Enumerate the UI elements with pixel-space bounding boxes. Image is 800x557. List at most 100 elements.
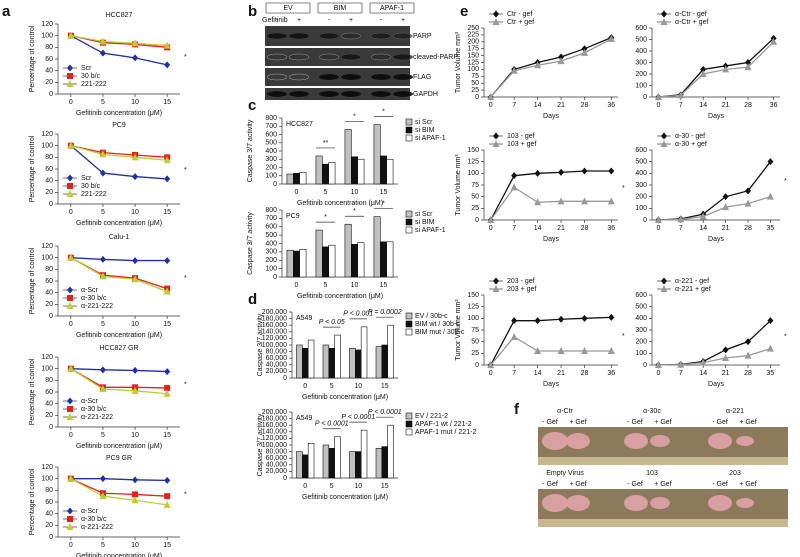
y-tick-label: 60 <box>45 499 53 506</box>
y-axis-label: Percentage of control <box>29 358 36 425</box>
x-tick-label: 28 <box>581 102 589 109</box>
marker <box>492 18 500 25</box>
marker <box>770 37 778 45</box>
y-tick-label: 0 <box>475 94 479 101</box>
x-tick-label: 15 <box>381 483 389 490</box>
marker <box>654 93 662 100</box>
tumor <box>624 433 648 449</box>
bar <box>322 344 330 379</box>
blot-row-label: cleaved-PARP <box>413 54 458 61</box>
marker <box>66 413 74 420</box>
marker <box>163 156 171 164</box>
marker <box>164 175 171 183</box>
y-tick-label: 600 <box>635 292 647 299</box>
line <box>70 35 168 66</box>
x-axis-label: Days <box>708 381 724 388</box>
x-tick-label: 36 <box>607 102 615 109</box>
line <box>658 320 771 366</box>
marker <box>67 474 75 482</box>
x-axis-label: Gefitinib concentration (μM) <box>302 494 388 501</box>
marker <box>99 169 106 177</box>
y-tick-label: 300 <box>635 59 647 66</box>
annotation: P < 0.001 <box>343 311 373 318</box>
chart-title: HCC827 <box>286 121 313 128</box>
treatment-label: - Gef <box>542 481 558 488</box>
x-tick-label: 15 <box>163 99 171 106</box>
marker <box>487 216 495 223</box>
bar <box>355 349 362 379</box>
annotation: * <box>353 208 356 215</box>
x-tick-label: 15 <box>380 189 388 196</box>
y-axis-label: Percentage of control <box>29 247 36 314</box>
legend-label: Scr <box>81 175 92 182</box>
annotation: * <box>622 185 625 192</box>
y-tick-label: 600 <box>265 224 277 231</box>
x-tick-label: 7 <box>512 225 516 232</box>
marker <box>744 351 752 359</box>
y-tick-label: 40 <box>45 511 53 518</box>
x-tick-label: 5 <box>101 542 105 549</box>
legend-label: BIM wt / 30b-c <box>415 321 460 328</box>
band <box>318 32 340 40</box>
y-tick-label: 60 <box>45 278 53 285</box>
panel-label: a <box>2 3 11 20</box>
x-tick-label: 5 <box>330 483 334 490</box>
marker <box>67 183 73 189</box>
legend-label: 103 + gef <box>507 141 536 148</box>
treatment-label: + Gef <box>654 419 671 426</box>
marker <box>766 344 774 352</box>
marker <box>745 187 751 195</box>
band <box>370 53 392 61</box>
x-tick-label: 0 <box>303 483 307 490</box>
line <box>70 145 168 180</box>
x-tick-label: 7 <box>512 370 516 377</box>
lane-header <box>265 2 311 14</box>
bar <box>322 444 330 479</box>
y-tick-label: 800 <box>265 115 277 122</box>
bar <box>344 223 352 278</box>
legend-label: 203 - gef <box>507 278 535 285</box>
tumor <box>566 433 590 449</box>
treatment-label: - Gef <box>627 481 643 488</box>
bar <box>328 162 336 185</box>
treatment: + <box>401 17 405 24</box>
x-tick-label: 5 <box>101 432 105 439</box>
line <box>70 257 168 262</box>
bar <box>386 158 394 185</box>
band <box>266 73 288 81</box>
band <box>318 73 340 81</box>
annotation: P < 0.0001 <box>315 421 349 428</box>
legend-swatch <box>405 412 413 420</box>
x-tick-label: 14 <box>699 370 707 377</box>
y-tick-label: 120,000 <box>262 335 287 342</box>
ruler <box>538 519 788 527</box>
y-tick-label: 20 <box>45 301 53 308</box>
tumor <box>708 495 732 511</box>
y-tick-label: 200 <box>635 71 647 78</box>
marker <box>492 140 500 147</box>
tumor <box>708 433 732 449</box>
legend-label: α-Scr <box>81 398 99 405</box>
treatment-label: - Gef <box>712 481 728 488</box>
x-tick-label: 28 <box>581 225 589 232</box>
annotation: * <box>324 214 327 221</box>
legend-swatch <box>405 312 413 320</box>
marker <box>67 364 75 372</box>
y-tick-label: 80 <box>45 487 53 494</box>
marker <box>557 57 565 65</box>
blot-row-label: FLAG <box>413 74 431 81</box>
y-tick-label: 300 <box>265 156 277 163</box>
y-tick-label: 20 <box>45 79 53 86</box>
legend-swatch <box>405 134 413 142</box>
annotation: * <box>622 333 625 340</box>
x-tick-label: 0 <box>656 370 660 377</box>
marker <box>722 193 729 201</box>
marker <box>745 59 751 66</box>
y-tick-label: 50 <box>471 339 479 346</box>
y-tick-label: 300 <box>635 327 647 334</box>
x-tick-label: 7 <box>679 370 683 377</box>
y-tick-label: 125 <box>467 304 479 311</box>
marker <box>607 347 615 354</box>
y-tick-label: 175 <box>467 46 479 53</box>
y-tick-label: 100,000 <box>262 342 287 349</box>
